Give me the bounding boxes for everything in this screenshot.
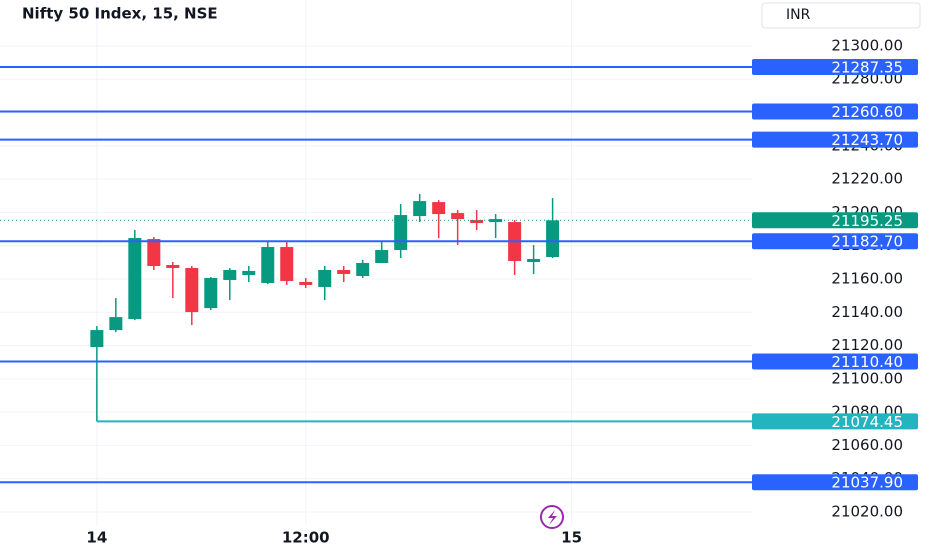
candle-body (242, 270, 256, 275)
candle-body (318, 269, 332, 287)
grid (0, 0, 752, 525)
level-label: 21037.90 (831, 474, 903, 492)
y-tick-label: 21100.00 (831, 369, 903, 387)
candle-body (280, 247, 294, 281)
candle-body (546, 220, 560, 258)
level-label-box (752, 58, 918, 75)
candle-body (375, 250, 389, 263)
currency[interactable]: INR (786, 7, 811, 23)
x-tick-label: 15 (561, 529, 582, 547)
candle-body (470, 220, 484, 224)
candle-body (299, 281, 313, 285)
currency-box[interactable] (761, 2, 921, 29)
plot (0, 65, 752, 484)
candle-body (413, 201, 427, 217)
level-label-box (752, 233, 918, 250)
level-label: 21243.70 (831, 131, 903, 149)
y-tick-label: 21300.00 (831, 36, 903, 54)
level-label-box (752, 131, 918, 148)
candle-body (90, 330, 104, 348)
level-label: 21287.35 (831, 58, 903, 76)
y-tick-label: 21140.00 (831, 303, 903, 321)
level-label-box (752, 353, 918, 370)
candle-body (223, 269, 237, 280)
level-label-box (752, 474, 918, 491)
candle-body (204, 277, 218, 309)
candle-body (147, 239, 161, 266)
level-label: 21074.45 (831, 413, 903, 431)
level-label-box (752, 103, 918, 120)
candle-body (432, 202, 446, 215)
x-tick-label: 12:00 (282, 529, 330, 547)
y-tick-label: 21060.00 (831, 436, 903, 454)
candle-body (109, 317, 123, 331)
candle-body (166, 264, 180, 268)
candle-body (128, 238, 142, 320)
y-tick-label: 21120.00 (831, 336, 903, 354)
candle-body (337, 269, 351, 274)
last-price-box (752, 212, 918, 229)
level-label: 21182.70 (831, 233, 903, 251)
level-label: 21110.40 (831, 353, 903, 371)
candle-body (527, 259, 541, 263)
candle-body (356, 262, 370, 276)
event-icon-bolt (548, 510, 557, 525)
last-price-label: 21195.25 (831, 212, 903, 230)
candle-body (261, 247, 275, 283)
candle-body (451, 213, 465, 220)
candle-body (489, 219, 503, 223)
y-tick-label: 21020.00 (831, 503, 903, 521)
price-axis: 21020.0021040.0021060.0021080.0021100.00… (86, 36, 918, 547)
x-tick-label: 14 (86, 529, 107, 547)
level-label-box (752, 413, 918, 430)
candle-body (185, 267, 199, 313)
y-tick-label: 21160.00 (831, 269, 903, 287)
level-label: 21260.60 (831, 103, 903, 121)
chart-title: Nifty 50 Index, 15, NSE (22, 5, 218, 23)
y-tick-label: 21220.00 (831, 170, 903, 188)
